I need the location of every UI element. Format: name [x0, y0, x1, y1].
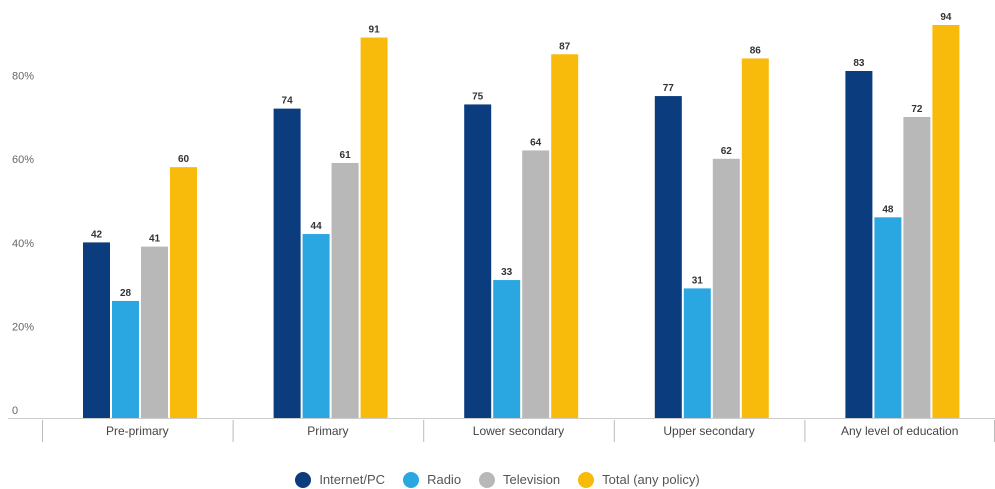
legend-swatch	[295, 471, 312, 488]
bar	[464, 104, 492, 419]
data-label: 75	[472, 91, 484, 102]
data-label: 91	[369, 25, 381, 36]
y-tick-label: 80%	[12, 71, 34, 83]
legend-item: Total (any policy)	[578, 471, 700, 488]
data-label: 44	[311, 221, 323, 232]
bar	[170, 167, 197, 418]
bar	[493, 280, 521, 418]
data-label: 62	[721, 146, 733, 157]
bar	[273, 108, 301, 419]
bar	[83, 242, 110, 418]
legend-swatch	[479, 471, 496, 488]
data-label: 64	[530, 137, 542, 148]
data-label: 33	[501, 267, 513, 278]
legend-label: Internet/PC	[319, 472, 386, 487]
bar	[845, 70, 873, 418]
y-tick-label: 40%	[12, 238, 34, 250]
bar	[360, 37, 388, 419]
bar	[331, 162, 359, 418]
bar	[141, 246, 168, 418]
category-label: Upper secondary	[663, 424, 754, 438]
bar	[874, 217, 902, 418]
bar	[683, 288, 711, 418]
legend-item: Internet/PC	[295, 471, 386, 488]
legend: Internet/PC Radio Television Total (any pol…	[0, 470, 995, 489]
data-label: 77	[663, 83, 675, 94]
bar	[302, 234, 330, 418]
data-label: 94	[940, 12, 952, 23]
category-label: Pre-primary	[106, 424, 169, 438]
y-tick-label: 60%	[12, 154, 34, 166]
data-label: 42	[91, 229, 103, 240]
data-label: 72	[911, 104, 923, 115]
bar	[712, 158, 740, 418]
data-label: 31	[692, 275, 704, 286]
bar	[112, 300, 139, 418]
y-tick-label: 0	[12, 405, 18, 417]
category-label: Primary	[307, 424, 348, 438]
bar	[903, 116, 931, 418]
data-label: 74	[282, 96, 294, 107]
data-label: 86	[750, 45, 762, 56]
bar-chart: 0 20% 40% 60% 80% Pre-primary Primary Lower sec…	[8, 12, 995, 442]
legend-label: Television	[503, 472, 561, 487]
category-label: Lower secondary	[473, 424, 564, 438]
legend-item: Radio	[403, 471, 462, 488]
y-tick-label: 20%	[12, 321, 34, 333]
category-label: Any level of education	[841, 424, 958, 438]
data-label: 83	[853, 58, 865, 69]
legend-swatch	[578, 471, 595, 488]
bar	[741, 58, 769, 418]
bar	[522, 150, 550, 418]
legend-label: Radio	[427, 472, 462, 487]
legend-swatch	[403, 471, 420, 488]
data-label: 48	[882, 204, 894, 215]
legend-item: Television	[479, 471, 561, 488]
data-label: 61	[340, 150, 352, 161]
data-label: 87	[559, 41, 571, 52]
data-label: 60	[178, 154, 190, 165]
bar	[551, 54, 579, 418]
data-label: 28	[120, 288, 132, 299]
legend-label: Total (any policy)	[602, 472, 700, 487]
bar	[932, 25, 960, 418]
bar	[654, 96, 682, 419]
data-label: 41	[149, 234, 161, 245]
